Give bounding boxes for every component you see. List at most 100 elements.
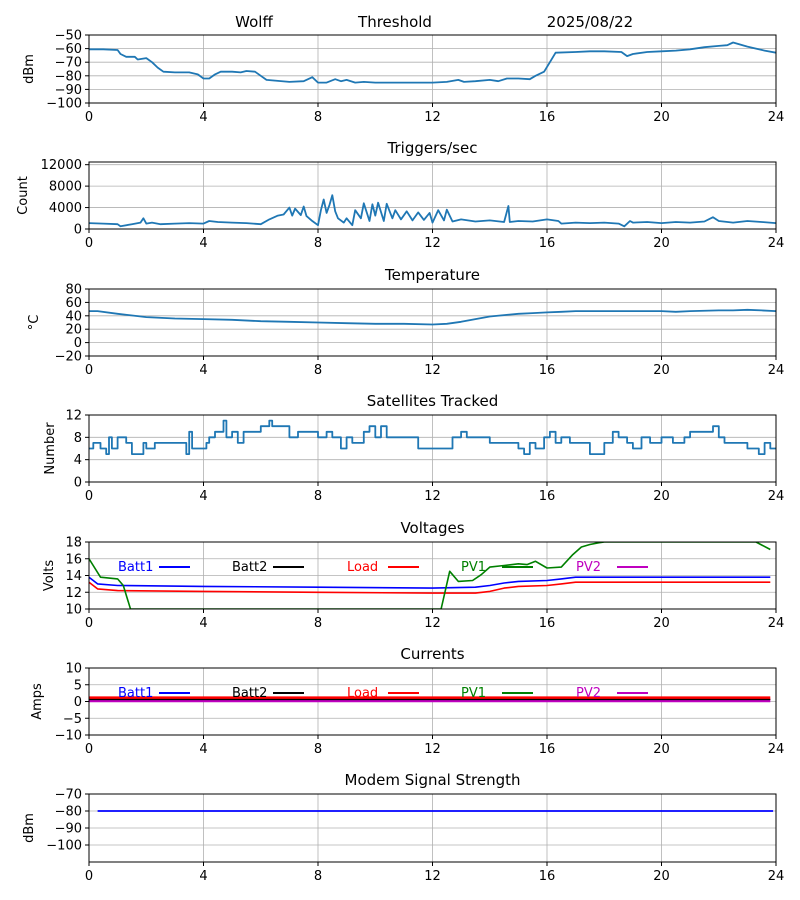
panel-satellites: 0 4 8 12 16 20 24 0 4 8 12 Satellites Tracked Number <box>43 392 784 504</box>
y-tick-label: 20 <box>65 323 82 338</box>
legend-label-batt1: Batt1 <box>118 560 153 575</box>
legend-label-pv2: PV2 <box>576 560 601 575</box>
y-tick-label: 8000 <box>49 180 82 195</box>
x-tick-label: 20 <box>653 742 670 757</box>
y-tick-label: −10 <box>55 729 82 744</box>
panel-title: Satellites Tracked <box>367 392 498 410</box>
panel-title: Modem Signal Strength <box>345 771 521 789</box>
y-tick-label: 8 <box>74 431 82 446</box>
header-mode: Threshold <box>357 13 432 31</box>
x-tick-label: 4 <box>199 869 207 884</box>
y-tick-label: 0 <box>74 223 82 238</box>
x-tick-label: 0 <box>85 236 93 251</box>
x-tick-label: 24 <box>768 869 785 884</box>
y-tick-label: −60 <box>55 42 82 57</box>
series-line-load <box>89 581 771 594</box>
y-tick-label: 0 <box>74 695 82 710</box>
x-tick-label: 20 <box>653 489 670 504</box>
y-tick-label: 60 <box>65 296 82 311</box>
x-tick-label: 16 <box>539 742 556 757</box>
y-tick-label: 40 <box>65 309 82 324</box>
x-tick-label: 24 <box>768 742 785 757</box>
series-line-satellites <box>89 419 776 455</box>
x-tick-label: 24 <box>768 489 785 504</box>
x-tick-label: 12 <box>424 869 441 884</box>
x-tick-label: 4 <box>199 363 207 378</box>
y-axis-label: Count <box>16 176 31 215</box>
y-tick-label: −5 <box>63 712 82 727</box>
legend-label-batt1: Batt1 <box>118 686 153 701</box>
y-tick-label: 0 <box>74 476 82 491</box>
x-tick-label: 24 <box>768 236 785 251</box>
x-tick-label: 4 <box>199 742 207 757</box>
header-date: 2025/08/22 <box>547 13 633 31</box>
x-tick-label: 12 <box>424 236 441 251</box>
legend-label-batt2: Batt2 <box>232 560 267 575</box>
x-tick-label: 4 <box>199 489 207 504</box>
y-tick-label: −80 <box>55 69 82 84</box>
y-axis-label: Number <box>43 422 58 475</box>
header-station: Wolff <box>235 13 273 31</box>
y-tick-label: 14 <box>65 569 82 584</box>
x-tick-label: 12 <box>424 110 441 125</box>
x-tick-label: 0 <box>85 616 93 631</box>
x-tick-label: 4 <box>199 616 207 631</box>
y-tick-label: 18 <box>65 536 82 551</box>
y-tick-label: 16 <box>65 552 82 567</box>
legend-label-pv2: PV2 <box>576 686 601 701</box>
x-tick-label: 8 <box>314 616 322 631</box>
x-tick-label: 8 <box>314 236 322 251</box>
x-tick-label: 12 <box>424 363 441 378</box>
series-line-triggers <box>89 194 776 228</box>
panel-modem: 0 4 8 12 16 20 24 −100 −90 −80 −70 Modem Signal Str… <box>22 771 784 884</box>
y-tick-label: −70 <box>55 56 82 71</box>
y-axis-label: °C <box>27 315 42 331</box>
panel-title: Temperature <box>384 266 480 284</box>
series-line-signal <box>89 41 776 84</box>
panel-signal: 0 4 8 12 16 20 24 −100−90−80−70−60−50 dBm <box>22 29 784 126</box>
y-tick-label: −90 <box>55 822 82 837</box>
y-tick-label: −20 <box>55 350 82 365</box>
series-line-temperature <box>89 308 776 326</box>
x-tick-label: 8 <box>314 110 322 125</box>
x-tick-label: 20 <box>653 363 670 378</box>
x-tick-label: 8 <box>314 869 322 884</box>
x-tick-label: 16 <box>539 363 556 378</box>
figure-header: Wolff Threshold 2025/08/22 <box>235 13 633 31</box>
y-tick-label: 12000 <box>41 158 82 173</box>
x-tick-label: 16 <box>539 489 556 504</box>
x-tick-label: 16 <box>539 616 556 631</box>
x-tick-label: 16 <box>539 869 556 884</box>
y-tick-label: 12 <box>65 586 82 601</box>
y-axis-label: dBm <box>22 54 37 84</box>
legend-label-batt2: Batt2 <box>232 686 267 701</box>
legend-label-load: Load <box>347 560 378 575</box>
y-tick-label: −100 <box>46 97 82 112</box>
y-tick-label: −90 <box>55 83 82 98</box>
y-tick-label: −100 <box>46 839 82 854</box>
x-tick-label: 8 <box>314 489 322 504</box>
y-tick-label: −50 <box>55 29 82 44</box>
x-tick-label: 0 <box>85 363 93 378</box>
y-tick-label: −70 <box>55 788 82 803</box>
series-line-batt1 <box>89 576 771 589</box>
y-tick-label: 0 <box>74 336 82 351</box>
panel-title: Currents <box>400 645 464 663</box>
y-tick-label: 12 <box>65 409 82 424</box>
y-tick-label: 10 <box>65 603 82 618</box>
x-tick-label: 0 <box>85 110 93 125</box>
panel-title: Triggers/sec <box>387 139 478 157</box>
x-tick-label: 12 <box>424 616 441 631</box>
x-tick-label: 0 <box>85 869 93 884</box>
x-tick-label: 16 <box>539 236 556 251</box>
y-tick-label: 5 <box>74 678 82 693</box>
x-tick-label: 20 <box>653 616 670 631</box>
y-tick-label: 80 <box>65 283 82 298</box>
y-tick-label: 4000 <box>49 201 82 216</box>
legend-label-load: Load <box>347 686 378 701</box>
x-tick-label: 24 <box>768 616 785 631</box>
legend-label-pv1: PV1 <box>461 686 486 701</box>
